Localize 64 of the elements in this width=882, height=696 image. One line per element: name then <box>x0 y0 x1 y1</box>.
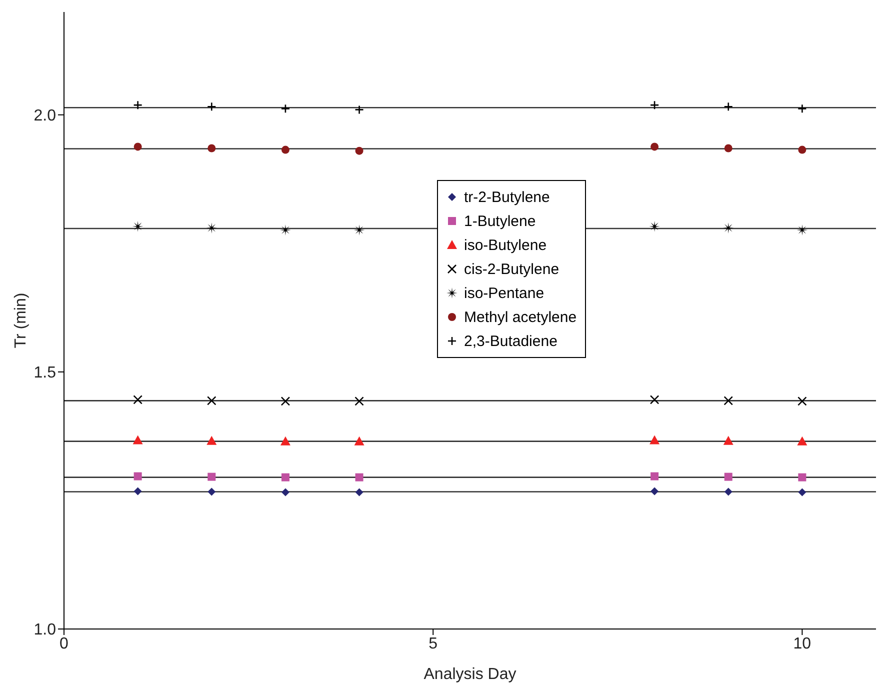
point <box>132 220 144 232</box>
point <box>796 224 808 236</box>
point <box>724 144 732 152</box>
point <box>280 224 291 236</box>
point <box>354 436 364 446</box>
point <box>650 487 659 496</box>
point <box>798 146 806 154</box>
point <box>281 488 290 496</box>
x-tick-label: 5 <box>428 635 438 652</box>
point <box>206 222 218 234</box>
point <box>281 473 290 482</box>
point <box>724 472 732 481</box>
point <box>206 102 216 112</box>
point <box>281 146 290 154</box>
point <box>798 488 806 496</box>
point <box>132 435 143 444</box>
point <box>280 396 290 406</box>
point <box>134 472 142 480</box>
point <box>280 104 290 114</box>
point <box>354 396 364 406</box>
point <box>724 488 732 496</box>
point <box>134 142 142 151</box>
point <box>206 436 217 445</box>
point <box>723 436 734 445</box>
point <box>354 105 364 114</box>
point <box>724 102 734 112</box>
y-tick-label: 1.5 <box>34 364 56 382</box>
point <box>650 472 659 480</box>
point <box>355 473 364 482</box>
x-axis-title: Analysis Day <box>424 666 516 683</box>
point <box>208 472 216 481</box>
legend-label: iso-Butylene <box>464 236 547 254</box>
legend-label: cis-2-Butylene <box>464 260 560 278</box>
point <box>355 488 364 496</box>
point <box>208 144 216 152</box>
point <box>650 100 660 110</box>
point <box>649 220 660 232</box>
y-tick-label: 1.0 <box>34 622 56 639</box>
point <box>354 224 365 236</box>
legend-label: iso-Pentane <box>464 284 544 302</box>
point <box>133 100 142 110</box>
legend-label: Methyl acetylene <box>464 308 577 326</box>
point <box>650 435 660 444</box>
point <box>208 488 216 496</box>
x-tick-label: 0 <box>60 635 69 652</box>
y-tick-label: 2.0 <box>34 108 56 125</box>
point <box>650 395 660 404</box>
legend-label: 2,3-Butadiene <box>464 332 558 350</box>
point <box>133 395 142 404</box>
point <box>797 436 808 446</box>
point <box>724 396 734 406</box>
legend-label: 1-Butylene <box>464 212 536 230</box>
x-tick-label: 10 <box>793 635 812 652</box>
y-axis-title: Tr (min) <box>12 292 30 348</box>
point <box>280 436 290 446</box>
point <box>134 487 142 496</box>
point <box>798 104 807 114</box>
legend-label: tr-2-Butylene <box>464 188 550 206</box>
point <box>355 146 364 155</box>
point <box>722 222 734 234</box>
point <box>206 396 216 406</box>
point <box>650 142 659 151</box>
point <box>798 473 806 482</box>
point <box>798 396 807 406</box>
